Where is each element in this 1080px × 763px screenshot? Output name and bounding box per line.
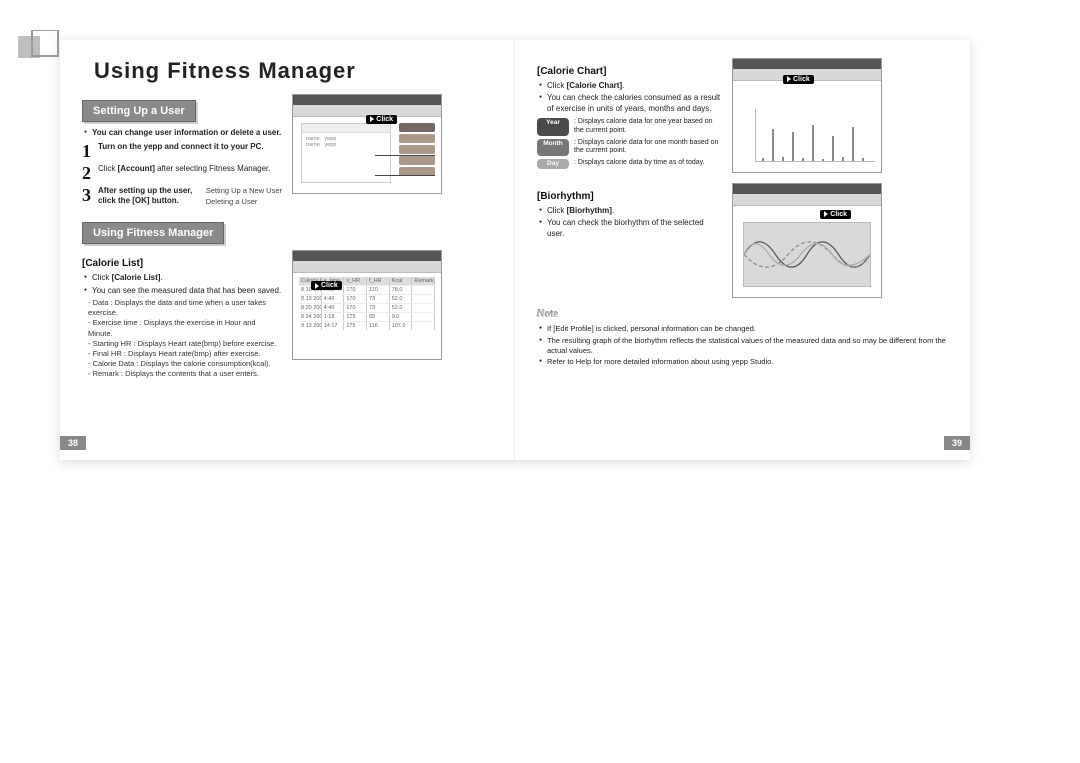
bullet: You can check the calories consumed as a… (539, 93, 722, 114)
note-item: The resulting graph of the biorhythm ref… (539, 336, 948, 356)
dash-item: Starting HR : Displays Heart rate(bmp) b… (88, 339, 282, 349)
page-number-right: 39 (944, 436, 970, 450)
section-setting-up-user: Setting Up a User You can change user in… (82, 94, 492, 210)
click-callout-2: Click (311, 281, 342, 290)
screenshot-calorie-list: Calorie Liste_times_HRf_HRKcalRemark8 10… (292, 250, 442, 360)
page-left: Using Fitness Manager Setting Up a User … (60, 40, 515, 460)
bullet: Click [Calorie List]. (84, 273, 282, 283)
section-calorie-chart: [Calorie Chart] Click [Calorie Chart]. Yo… (537, 58, 948, 173)
bullet: You can check the biorhythm of the selec… (539, 218, 722, 239)
pill-row: Day : Displays calorie data by time as o… (537, 159, 722, 169)
bullet: You can see the measured data that has b… (84, 286, 282, 296)
section-heading-setup: Setting Up a User (82, 100, 196, 122)
title-decoration (18, 30, 68, 70)
bullet: Click [Calorie Chart]. (539, 81, 722, 91)
screenshot-calorie-chart: Click (732, 58, 882, 173)
dash-item: Final HR : Displays Heart rate(bmp) afte… (88, 349, 282, 359)
screenshot-account: name yeppname yepp Click (292, 94, 442, 194)
dash-item: Remark : Displays the contents that a us… (88, 369, 282, 379)
calorie-list-heading: [Calorie List] (82, 258, 282, 269)
step: 2Click [Account] after selecting Fitness… (82, 164, 282, 182)
manual-spread: Using Fitness Manager Setting Up a User … (60, 40, 970, 460)
dash-item: Data : Displays the data and time when a… (88, 298, 282, 318)
section-heading-using-fm: Using Fitness Manager (82, 222, 224, 244)
click-callout-1: Click (366, 115, 397, 124)
page-title: Using Fitness Manager (82, 58, 492, 84)
setup-intro: You can change user information or delet… (84, 128, 282, 138)
calorie-chart-heading: [Calorie Chart] (537, 66, 722, 77)
note-item: Refer to Help for more detailed informat… (539, 357, 948, 367)
pill-row: Year : Displays calorie data for one yea… (537, 118, 722, 136)
section-biorhythm: [Biorhythm] Click [Biorhythm]. You can ch… (537, 183, 948, 298)
screenshot-biorhythm: Click (732, 183, 882, 298)
note-heading: Note (537, 308, 948, 320)
biorhythm-heading: [Biorhythm] (537, 191, 722, 202)
page-number-left: 38 (60, 436, 86, 450)
click-callout-3: Click (783, 75, 814, 84)
click-callout-4: Click (820, 210, 851, 219)
step: 3After setting up the user, click the [O… (82, 186, 282, 206)
dash-item: Calorie Data : Displays the calorie cons… (88, 359, 282, 369)
dash-item: Exercise time : Displays the exercise in… (88, 318, 282, 338)
note-item: If [Edit Profile] is clicked, personal i… (539, 324, 948, 334)
bullet: Click [Biorhythm]. (539, 206, 722, 216)
page-right: [Calorie Chart] Click [Calorie Chart]. Yo… (515, 40, 970, 460)
pill-row: Month : Displays calorie data for one mo… (537, 139, 722, 157)
section-calorie-list: [Calorie List] Click [Calorie List]. You … (82, 250, 492, 379)
step: 1Turn on the yepp and connect it to your… (82, 142, 282, 160)
